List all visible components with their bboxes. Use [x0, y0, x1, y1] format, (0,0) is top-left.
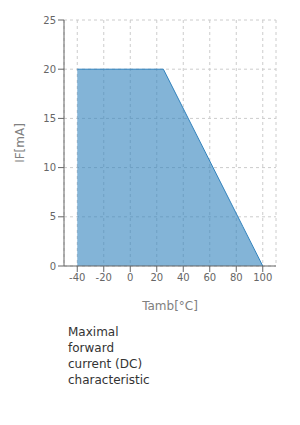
svg-text:Tamb[°C]: Tamb[°C]	[141, 299, 198, 313]
svg-text:5: 5	[50, 211, 56, 222]
svg-text:60: 60	[203, 272, 216, 283]
svg-text:25: 25	[43, 15, 56, 26]
svg-text:100: 100	[253, 272, 272, 283]
svg-text:10: 10	[43, 162, 56, 173]
svg-text:0: 0	[127, 272, 133, 283]
svg-text:IF[mA]: IF[mA]	[13, 123, 27, 163]
svg-text:0: 0	[50, 261, 56, 272]
html-text:current (DC): current (DC)	[68, 357, 143, 371]
html-text:Maximal: Maximal	[68, 325, 119, 339]
svg-text:20: 20	[43, 64, 56, 75]
svg-text:80: 80	[230, 272, 243, 283]
svg-text:40: 40	[177, 272, 190, 283]
svg-text:20: 20	[150, 272, 163, 283]
svg-text:-40: -40	[69, 272, 85, 283]
svg-text:15: 15	[43, 113, 56, 124]
html-text:characteristic: characteristic	[68, 373, 150, 387]
html-text:forward: forward	[68, 341, 114, 355]
svg-text:-20: -20	[96, 272, 112, 283]
